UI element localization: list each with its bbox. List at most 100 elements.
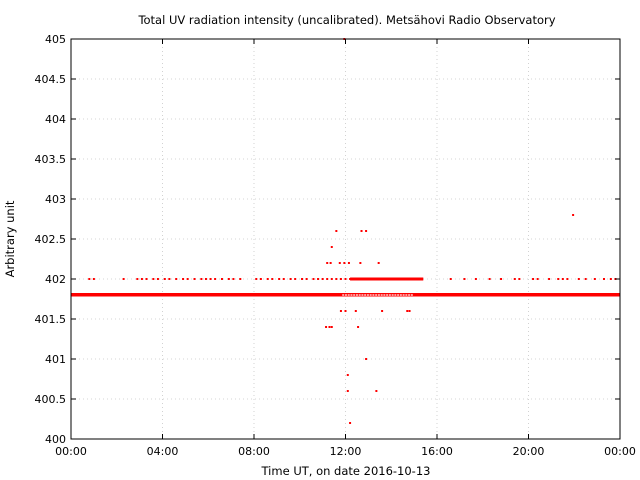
- point-402: [566, 278, 569, 280]
- y-tick-label: 404: [45, 113, 66, 126]
- midday-mark: [402, 294, 405, 296]
- midday-mark: [386, 294, 389, 296]
- dense-series-402: [350, 277, 424, 281]
- outlier-point: [359, 262, 362, 264]
- midday-mark: [342, 294, 345, 296]
- point-402: [182, 278, 185, 280]
- y-tick-label: 400.5: [35, 393, 67, 406]
- point-402: [474, 278, 477, 280]
- outlier-point: [349, 422, 352, 424]
- outlier-point: [335, 230, 338, 232]
- point-402: [163, 278, 166, 280]
- outlier-point: [357, 326, 360, 328]
- midday-mark: [410, 294, 413, 296]
- point-402: [266, 278, 269, 280]
- outlier-point: [329, 262, 332, 264]
- point-402: [209, 278, 212, 280]
- point-402: [140, 278, 143, 280]
- y-tick-label: 403: [45, 193, 66, 206]
- point-402: [122, 278, 125, 280]
- midday-mark: [408, 294, 411, 296]
- outlier-point: [347, 262, 350, 264]
- midday-mark: [405, 294, 408, 296]
- x-tick-label: 16:00: [421, 445, 453, 458]
- point-402: [88, 278, 91, 280]
- y-axis-label: Arbitrary unit: [3, 200, 17, 277]
- point-402: [305, 278, 308, 280]
- midday-mark: [383, 294, 386, 296]
- y-tick-label: 404.5: [35, 73, 67, 86]
- outlier-point: [328, 326, 331, 328]
- x-tick-label: 20:00: [513, 445, 545, 458]
- x-tick-label: 04:00: [147, 445, 179, 458]
- outlier-point: [325, 326, 328, 328]
- outlier-point: [365, 230, 368, 232]
- point-402: [186, 278, 189, 280]
- outlier-point: [330, 326, 333, 328]
- x-tick-label: 00:00: [55, 445, 87, 458]
- midday-mark: [344, 294, 347, 296]
- point-402: [500, 278, 503, 280]
- point-402: [532, 278, 535, 280]
- point-402: [255, 278, 258, 280]
- point-402: [593, 278, 596, 280]
- outlier-point: [408, 310, 411, 312]
- outlier-point: [339, 310, 342, 312]
- midday-mark: [380, 294, 383, 296]
- outlier-point: [375, 390, 378, 392]
- midday-mark: [355, 294, 358, 296]
- point-402: [92, 278, 95, 280]
- point-402: [145, 278, 148, 280]
- outlier-point: [344, 310, 347, 312]
- midday-mark: [364, 294, 367, 296]
- y-tick-label: 403.5: [35, 153, 67, 166]
- outlier-point: [572, 214, 575, 216]
- point-402: [175, 278, 178, 280]
- point-402: [259, 278, 262, 280]
- y-tick-label: 400: [45, 433, 66, 446]
- midday-mark: [350, 294, 353, 296]
- point-402: [330, 278, 333, 280]
- midday-mark: [347, 294, 350, 296]
- point-402: [282, 278, 285, 280]
- outlier-point: [360, 230, 363, 232]
- outlier-point: [346, 390, 349, 392]
- midday-mark: [394, 294, 397, 296]
- outlier-point: [354, 310, 357, 312]
- chart-title: Total UV radiation intensity (uncalibrat…: [137, 13, 555, 27]
- midday-mark: [397, 294, 400, 296]
- x-axis-label: Time UT, on date 2016-10-13: [261, 464, 431, 478]
- point-402: [204, 278, 207, 280]
- midday-mark: [391, 294, 394, 296]
- midday-mark: [358, 294, 361, 296]
- point-402: [232, 278, 235, 280]
- point-402: [278, 278, 281, 280]
- y-tick-label: 401: [45, 353, 66, 366]
- point-402: [584, 278, 587, 280]
- x-tick-label: 12:00: [330, 445, 362, 458]
- grid-lines: [71, 39, 620, 439]
- outlier-point: [365, 358, 368, 360]
- point-402: [227, 278, 230, 280]
- midday-mark: [366, 294, 369, 296]
- midday-mark: [361, 294, 364, 296]
- y-tick-label: 402.5: [35, 233, 67, 246]
- data-points: [71, 38, 620, 424]
- point-402: [513, 278, 516, 280]
- outlier-point: [377, 262, 380, 264]
- point-402: [463, 278, 466, 280]
- point-402: [239, 278, 242, 280]
- y-axis-ticks: 400 400.5 401 401.5 402 402.5 403 403.5 404 404.5…: [35, 33, 620, 446]
- midday-mark: [377, 294, 380, 296]
- point-402: [312, 278, 315, 280]
- point-402: [339, 278, 342, 280]
- point-402: [488, 278, 491, 280]
- point-402: [536, 278, 539, 280]
- outlier-point: [330, 246, 333, 248]
- x-tick-label: 00:00: [604, 445, 636, 458]
- point-402: [561, 278, 564, 280]
- point-402: [301, 278, 304, 280]
- outlier-point: [343, 262, 346, 264]
- outlier-point: [346, 374, 349, 376]
